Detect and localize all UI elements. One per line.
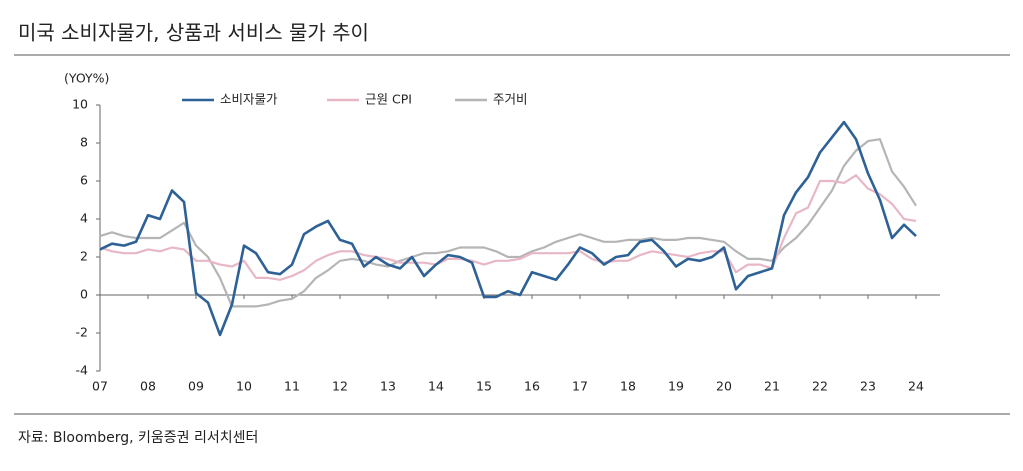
x-tick-label: 17 (572, 379, 588, 394)
x-tick-label: 07 (92, 379, 108, 394)
y-tick-label: 4 (80, 211, 88, 226)
x-tick-label: 11 (284, 379, 300, 394)
x-tick-label: 08 (140, 379, 156, 394)
y-tick-label: -4 (76, 363, 89, 378)
y-tick-label: 0 (80, 287, 88, 302)
x-tick-label: 21 (764, 379, 780, 394)
x-tick-label: 24 (908, 379, 924, 394)
legend-label: 주거비 (493, 92, 528, 107)
y-tick-label: 10 (72, 97, 88, 112)
x-tick-label: 15 (476, 379, 492, 394)
y-tick-label: -2 (76, 325, 88, 340)
chart-title: 미국 소비자물가, 상품과 서비스 물가 추이 (18, 21, 369, 45)
y-tick-label: 8 (80, 135, 88, 150)
series-line (99, 120, 917, 337)
legend-label: 소비자물가 (220, 92, 278, 107)
x-tick-label: 09 (188, 379, 204, 394)
x-tick-label: 12 (332, 379, 348, 394)
y-tick-label: 2 (80, 249, 88, 264)
y-axis-label: (YOY%) (64, 71, 109, 86)
series-line (99, 138, 917, 308)
x-tick-label: 22 (812, 379, 828, 394)
x-tick-label: 14 (428, 379, 444, 394)
x-tick-label: 10 (236, 379, 252, 394)
series-line (99, 174, 917, 281)
x-tick-label: 16 (524, 379, 540, 394)
source: 자료: Bloomberg, 키움증권 리서치센터 (18, 430, 258, 446)
x-tick-label: 18 (620, 379, 636, 394)
y-tick-label: 6 (80, 173, 88, 188)
x-tick-label: 13 (380, 379, 396, 394)
legend-label: 근원 CPI (365, 92, 412, 107)
x-tick-label: 19 (668, 379, 684, 394)
x-tick-label: 20 (716, 379, 732, 394)
x-tick-label: 23 (860, 379, 876, 394)
